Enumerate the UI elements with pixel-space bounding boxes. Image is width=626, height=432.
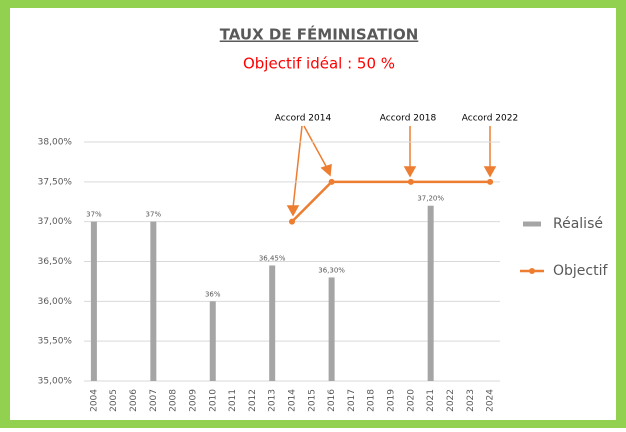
marker xyxy=(487,178,494,185)
data-label: 37,20% xyxy=(417,195,444,203)
x-tick-label: 2007 xyxy=(149,389,159,412)
annotation: Accord 2022 xyxy=(462,114,518,124)
x-tick-label: 2010 xyxy=(208,389,218,412)
marker xyxy=(328,178,335,185)
bar xyxy=(427,205,434,381)
x-tick-label: 2006 xyxy=(129,389,139,412)
bar xyxy=(209,301,216,381)
legend-marker xyxy=(529,268,535,274)
y-tick-label: 36,50% xyxy=(38,257,73,267)
y-tick-label: 37,00% xyxy=(38,217,73,227)
x-tick-label: 2005 xyxy=(109,389,119,412)
bar xyxy=(150,221,157,381)
chart-title: TAUX DE FÉMINISATION xyxy=(220,25,419,44)
bar xyxy=(269,265,276,381)
x-tick-label: 2012 xyxy=(248,389,258,412)
legend-label: Réalisé xyxy=(553,216,603,232)
x-tick-label: 2022 xyxy=(446,389,456,412)
x-tick-label: 2004 xyxy=(89,389,99,412)
x-tick-label: 2014 xyxy=(288,389,298,412)
marker xyxy=(407,178,414,185)
legend-label: Objectif xyxy=(553,263,608,279)
x-tick-label: 2024 xyxy=(486,389,496,412)
x-tick-label: 2019 xyxy=(387,389,397,412)
x-tick-label: 2013 xyxy=(268,389,278,412)
y-tick-label: 38,00% xyxy=(38,138,73,148)
data-label: 36,45% xyxy=(259,254,286,262)
y-tick-label: 35,00% xyxy=(38,377,73,387)
y-tick-label: 36,00% xyxy=(38,297,73,307)
chart-subtitle: Objectif idéal : 50 % xyxy=(243,55,395,73)
line xyxy=(291,180,491,223)
x-tick-label: 2018 xyxy=(367,389,377,412)
annotation: Accord 2014 xyxy=(275,114,332,124)
bar xyxy=(90,221,97,381)
annotation: Accord 2018 xyxy=(380,114,437,124)
marker xyxy=(289,218,295,225)
data-label: 37% xyxy=(146,211,162,219)
x-tick-label: 2020 xyxy=(406,389,416,412)
bar xyxy=(328,277,335,381)
x-tick-label: 2023 xyxy=(466,389,476,412)
x-tick-label: 2009 xyxy=(188,389,198,412)
x-tick-label: 2011 xyxy=(228,389,238,412)
y-tick-label: 37,50% xyxy=(38,177,73,187)
data-label: 36% xyxy=(205,290,221,298)
chart-area xyxy=(10,8,616,420)
data-label: 36,30% xyxy=(318,266,345,274)
data-label: 37% xyxy=(86,211,102,219)
x-tick-label: 2015 xyxy=(307,389,317,412)
y-tick-label: 35,50% xyxy=(38,337,73,347)
x-tick-label: 2021 xyxy=(426,389,436,412)
x-tick-label: 2008 xyxy=(169,389,179,412)
x-tick-label: 2016 xyxy=(327,389,337,412)
annotation-arrows xyxy=(286,125,497,217)
x-tick-label: 2017 xyxy=(347,389,357,412)
